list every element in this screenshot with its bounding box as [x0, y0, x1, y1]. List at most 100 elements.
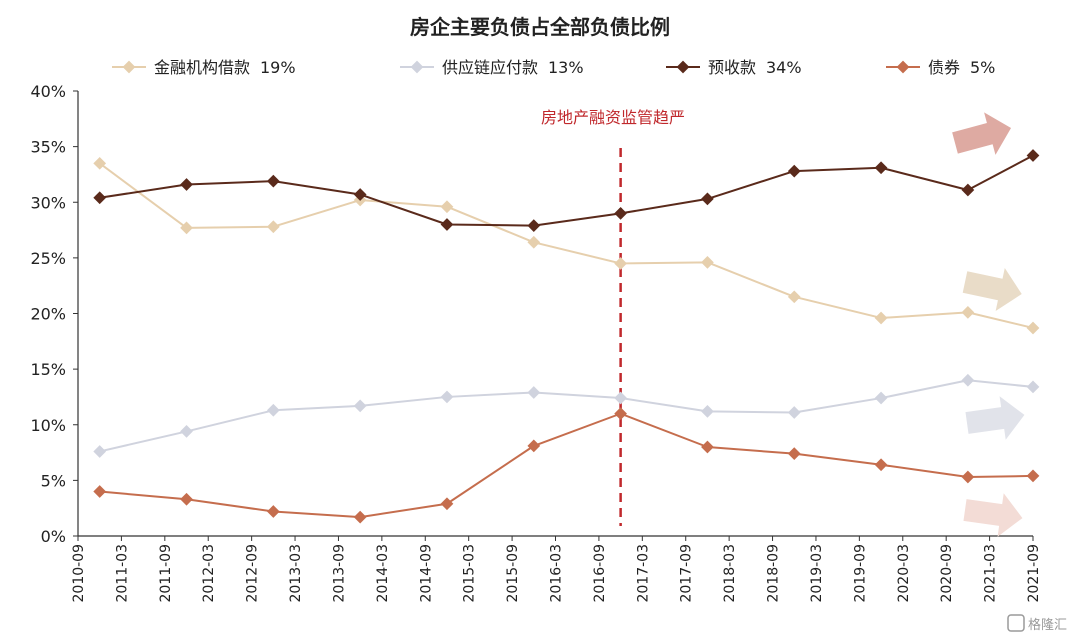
data-point: [527, 235, 541, 249]
trend-arrows: [952, 112, 1025, 537]
legend-label: 供应链应付款: [442, 58, 538, 77]
data-point: [961, 183, 975, 197]
data-point: [701, 440, 714, 454]
data-point: [787, 406, 801, 419]
y-tick-label: 30%: [30, 193, 66, 212]
trend-arrow-shape: [962, 267, 1022, 312]
y-tick-label: 15%: [30, 360, 66, 379]
x-tick-label: 2017-03: [635, 544, 651, 603]
x-tick-label: 2014-03: [375, 544, 391, 603]
legend-marker-icon: [896, 60, 910, 74]
x-tick-label: 2012-03: [201, 544, 217, 603]
data-point: [961, 470, 975, 484]
data-point: [787, 164, 801, 178]
data-point: [614, 257, 627, 270]
x-tick-label: 2010-09: [71, 544, 87, 603]
trend-arrow-icon: [965, 396, 1025, 440]
legend-marker-icon: [122, 60, 136, 74]
data-point: [614, 407, 627, 420]
data-point: [874, 458, 888, 472]
trend-arrow-shape: [965, 396, 1025, 440]
data-point: [614, 207, 627, 220]
data-point: [266, 505, 280, 518]
legend-label: 预收款: [708, 58, 756, 77]
y-tick-label: 35%: [30, 138, 66, 157]
data-point: [180, 425, 193, 438]
y-tick-label: 10%: [30, 416, 66, 435]
trend-arrow-shape: [952, 112, 1012, 155]
data-point: [874, 311, 888, 325]
data-point: [961, 306, 975, 319]
series-债券: [93, 407, 1040, 524]
x-tick-label: 2016-03: [549, 544, 565, 603]
legend-label: 金融机构借款: [154, 58, 250, 77]
x-tick-label: 2019-09: [852, 544, 868, 603]
x-tick-label: 2020-09: [939, 544, 955, 603]
watermark-text: 格隆汇: [1028, 617, 1067, 633]
data-point: [93, 485, 107, 498]
annotation-label: 房地产融资监管趋严: [541, 108, 685, 127]
data-point: [353, 399, 367, 413]
x-tick-label: 2021-09: [1026, 544, 1042, 603]
x-tick-label: 2014-09: [418, 544, 434, 603]
y-tick-label: 25%: [30, 249, 66, 268]
series-line: [99, 162, 1034, 329]
x-tick-label: 2011-09: [158, 544, 174, 603]
x-tick-label: 2017-09: [679, 544, 695, 603]
data-point: [440, 497, 454, 511]
series-group: [93, 149, 1040, 524]
data-point: [180, 492, 193, 506]
legend-value: 19%: [260, 58, 296, 77]
legend-marker-icon: [410, 60, 424, 74]
x-tick-label: 2020-03: [896, 544, 912, 603]
data-point: [440, 218, 454, 231]
y-tick-label: 5%: [41, 471, 66, 490]
data-point: [787, 447, 801, 461]
y-axis: 40% 35% 30% 25% 20% 15% 10% 5% 0%: [30, 82, 79, 546]
trend-arrow-icon: [962, 267, 1022, 312]
data-point: [787, 290, 801, 304]
x-tick-label: 2018-03: [722, 544, 738, 603]
watermark-logo-icon: [1007, 614, 1025, 632]
x-tick-label: 2012-09: [245, 544, 261, 603]
data-point: [1026, 149, 1040, 162]
watermark: 格隆汇: [1007, 614, 1067, 633]
data-point: [180, 221, 193, 235]
data-point: [1026, 469, 1040, 483]
data-point: [701, 192, 714, 206]
data-point: [266, 403, 280, 417]
data-point: [701, 255, 714, 269]
data-point: [1026, 380, 1040, 394]
data-point: [93, 191, 107, 205]
x-tick-label: 2015-03: [462, 544, 478, 603]
series-预收款: [93, 149, 1040, 232]
y-tick-label: 0%: [41, 527, 66, 546]
data-point: [180, 178, 193, 191]
legend-value: 34%: [766, 58, 802, 77]
chart-title: 房企主要负债占全部负债比例: [410, 15, 670, 39]
data-point: [353, 188, 367, 201]
data-point: [93, 156, 107, 170]
data-point: [874, 391, 888, 405]
x-tick-label: 2018-09: [766, 544, 782, 603]
x-tick-label: 2011-03: [114, 544, 130, 603]
data-point: [266, 174, 280, 188]
x-tick-label: 2015-09: [505, 544, 521, 603]
data-point: [353, 510, 367, 524]
y-tick-label: 40%: [30, 82, 66, 101]
series-line: [99, 379, 1034, 453]
series-line: [99, 154, 1034, 227]
data-point: [961, 373, 975, 387]
data-point: [614, 391, 627, 405]
legend-value: 13%: [548, 58, 584, 77]
data-point: [874, 161, 888, 175]
legend-label: 债券: [928, 58, 960, 77]
series-供应链应付款: [93, 373, 1040, 458]
data-point: [93, 445, 107, 458]
data-point: [440, 390, 454, 404]
x-tick-label: 2021-03: [983, 544, 999, 603]
annotation: 房地产融资监管趋严: [541, 108, 685, 526]
x-tick-label: 2016-09: [592, 544, 608, 603]
trend-arrow-shape: [963, 493, 1023, 537]
data-point: [527, 219, 541, 232]
